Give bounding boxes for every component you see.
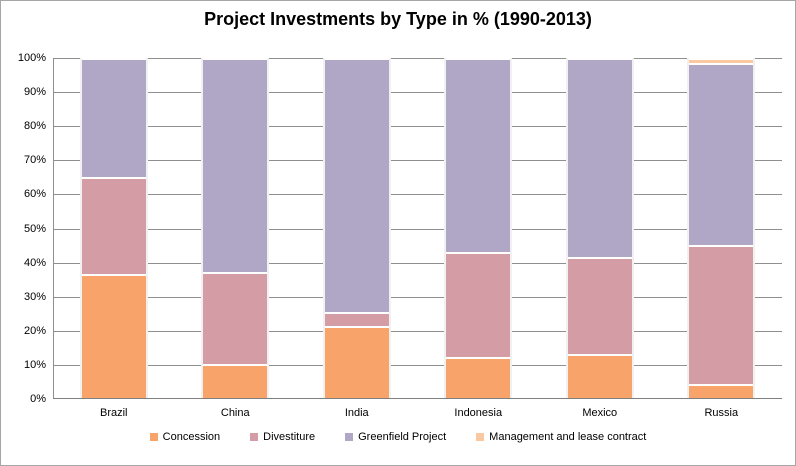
bar-segment-greenfield-project-china bbox=[203, 58, 268, 272]
bar-segment-management-and-lease-contract-russia bbox=[689, 58, 754, 64]
y-tick-label-80: 80% bbox=[23, 120, 46, 133]
gridline-90 bbox=[53, 92, 782, 94]
legend-swatch-divestiture bbox=[250, 433, 259, 441]
gridline-70 bbox=[53, 160, 782, 162]
legend-label-management-and-lease-contract: Management and lease contract bbox=[489, 431, 647, 443]
y-tick-label-90: 90% bbox=[23, 86, 46, 99]
bar-segment-greenfield-project-russia bbox=[689, 63, 754, 245]
y-tick-label-60: 60% bbox=[23, 188, 46, 201]
bar-segment-concession-russia bbox=[689, 384, 754, 399]
legend-swatch-management-and-lease-contract bbox=[476, 433, 485, 441]
bar-segment-greenfield-project-india bbox=[324, 58, 389, 313]
gridline-20 bbox=[53, 330, 782, 332]
bar-slot-russia bbox=[661, 58, 783, 399]
gridline-60 bbox=[53, 194, 782, 196]
chart-title: Project Investments by Type in % (1990-2… bbox=[204, 9, 592, 29]
bar-indonesia bbox=[444, 58, 513, 399]
x-axis-line bbox=[53, 398, 782, 399]
bar-slot-mexico bbox=[539, 58, 661, 399]
gridline-80 bbox=[53, 126, 782, 128]
y-tick-label-0: 0% bbox=[30, 393, 46, 405]
bar-segment-divestiture-brazil bbox=[81, 177, 146, 275]
y-tick-label-40: 40% bbox=[23, 256, 46, 269]
bar-segment-divestiture-mexico bbox=[567, 256, 632, 354]
y-tick-label-30: 30% bbox=[23, 290, 46, 303]
bar-slot-india bbox=[296, 58, 418, 399]
bar-india bbox=[322, 58, 391, 399]
bar-segment-divestiture-china bbox=[203, 271, 268, 364]
bar-mexico bbox=[565, 58, 634, 399]
legend-item-concession: Concession bbox=[149, 431, 221, 443]
legend-item-management-and-lease-contract: Management and lease contract bbox=[476, 431, 646, 443]
legend-item-greenfield-project: Greenfield Project bbox=[345, 431, 446, 443]
y-tick-label-100: 100% bbox=[17, 52, 46, 64]
legend-label-greenfield-project: Greenfield Project bbox=[358, 431, 447, 443]
bar-russia bbox=[687, 58, 756, 399]
y-tick-label-70: 70% bbox=[23, 154, 46, 167]
bar-segment-divestiture-russia bbox=[689, 244, 754, 384]
x-axis-category-labels: Brazil China India Indonesia Mexico Russia bbox=[53, 407, 782, 419]
bar-segment-concession-india bbox=[324, 326, 389, 399]
gridline-10 bbox=[53, 364, 782, 366]
bar-brazil bbox=[79, 58, 148, 399]
bar-segment-greenfield-project-indonesia bbox=[446, 58, 511, 252]
x-label-india: India bbox=[344, 407, 369, 419]
bar-slot-china bbox=[175, 58, 297, 399]
bar-segment-concession-indonesia bbox=[446, 357, 511, 399]
y-tick-label-20: 20% bbox=[23, 324, 46, 337]
bars-container bbox=[53, 58, 782, 399]
bar-segment-concession-mexico bbox=[567, 354, 632, 399]
legend-swatch-greenfield-project bbox=[345, 433, 354, 441]
x-label-indonesia: Indonesia bbox=[454, 407, 503, 419]
bar-slot-indonesia bbox=[418, 58, 540, 399]
x-label-mexico: Mexico bbox=[582, 407, 618, 419]
bar-segment-divestiture-indonesia bbox=[446, 251, 511, 358]
x-label-brazil: Brazil bbox=[99, 407, 128, 419]
gridline-100 bbox=[53, 58, 782, 59]
plot-area bbox=[53, 58, 782, 399]
bar-china bbox=[201, 58, 270, 399]
bar-segment-divestiture-india bbox=[324, 312, 389, 327]
x-label-china: China bbox=[220, 407, 250, 419]
gridline-30 bbox=[53, 296, 782, 298]
legend-item-divestiture: Divestiture bbox=[250, 431, 315, 443]
bar-segment-concession-brazil bbox=[81, 274, 146, 399]
bar-segment-greenfield-project-mexico bbox=[567, 58, 632, 257]
legend-swatch-concession bbox=[149, 433, 158, 441]
legend-label-concession: Concession bbox=[162, 431, 221, 443]
bar-slot-brazil bbox=[53, 58, 175, 399]
bar-segment-concession-china bbox=[203, 363, 268, 399]
y-tick-label-10: 10% bbox=[23, 358, 46, 371]
y-tick-label-50: 50% bbox=[23, 222, 46, 235]
gridline-50 bbox=[53, 228, 782, 230]
x-label-russia: Russia bbox=[704, 407, 739, 419]
legend-label-divestiture: Divestiture bbox=[263, 431, 316, 443]
gridline-40 bbox=[53, 262, 782, 264]
chart-legend: Concession Divestiture Greenfield Project M… bbox=[1, 431, 795, 443]
bar-segment-greenfield-project-brazil bbox=[81, 58, 146, 178]
